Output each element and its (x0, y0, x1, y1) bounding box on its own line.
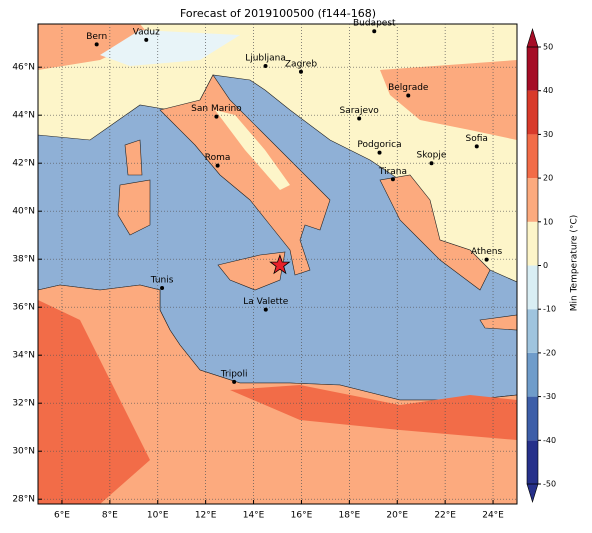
y-tick-label: 46°N (12, 63, 35, 73)
y-tick-label: 44°N (12, 111, 35, 121)
colorbar-segment (527, 440, 538, 484)
colorbar-segment (527, 178, 538, 222)
city-label: Sarajevo (340, 106, 380, 116)
alps-band (38, 24, 150, 70)
colorbar: Min Temperature (°C) -50 -40 -30 -20 -10 0 10 2… (526, 27, 580, 504)
colorbar-tick-label: 50 (543, 43, 553, 52)
colorbar-tick-label: 10 (543, 217, 553, 226)
colorbar-segment (527, 352, 538, 397)
city-label: Roma (205, 153, 231, 163)
map-frame (37, 23, 518, 505)
corsica (124, 139, 143, 176)
colorbar-extend-min (526, 483, 539, 504)
greece-coast (379, 174, 491, 291)
city-label: Belgrade (388, 83, 429, 93)
colorbar-segment (527, 134, 538, 179)
city-dot (298, 69, 303, 74)
y-tick-label: 30°N (12, 447, 35, 457)
colorbar-tick-label: 0 (543, 261, 548, 270)
city-label: Tirana (378, 167, 407, 177)
colorbar-tick-label: -20 (543, 348, 556, 357)
city-label: Sofia (466, 134, 488, 144)
city-dot (372, 29, 377, 34)
x-tick-label: 14°E (243, 511, 265, 521)
sicily (217, 251, 286, 291)
colorbar-tick-label: 30 (543, 130, 553, 139)
y-tick-label: 28°N (12, 495, 35, 505)
city-label: Vaduz (133, 27, 160, 37)
colorbar-extend-max (526, 27, 539, 48)
x-tick-label: 24°E (482, 511, 504, 521)
city-dot (263, 64, 268, 68)
city-label: Bern (86, 32, 107, 42)
alps-snow (100, 30, 240, 66)
city-dot (390, 177, 395, 182)
city-label: Ljubljana (245, 54, 286, 64)
africa-warm (38, 300, 150, 504)
city-label: Tripoli (220, 369, 248, 379)
x-tick-label: 8°E (102, 511, 118, 521)
city-label: Athens (471, 247, 502, 257)
city-dot (215, 163, 220, 168)
y-tick-label: 32°N (12, 399, 35, 409)
city-dot (357, 116, 362, 121)
colorbar-label: Min Temperature (°C) (570, 215, 580, 312)
city-dot (263, 307, 268, 312)
city-dot (484, 257, 489, 262)
y-tick-label: 40°N (12, 207, 35, 217)
x-tick-label: 6°E (54, 511, 70, 521)
city-label: Tunis (150, 276, 174, 286)
x-tick-label: 10°E (147, 511, 169, 521)
city-dot (232, 379, 237, 384)
colorbar-tick-label: -50 (543, 480, 556, 489)
colorbar-tick-label: -40 (543, 436, 556, 445)
city-dot (429, 161, 434, 166)
colorbar-segment (527, 309, 538, 353)
city-label: Zagreb (285, 59, 317, 69)
apennines (215, 110, 290, 190)
x-tick-label: 18°E (339, 511, 361, 521)
italy (159, 74, 331, 276)
map-title: Forecast of 2019100500 (f144-168) (180, 7, 376, 20)
y-tick-label: 42°N (12, 159, 35, 169)
colorbar-tick-label: 20 (543, 174, 553, 183)
y-tick-label: 34°N (12, 351, 35, 361)
city-dot (94, 42, 99, 47)
sardinia (117, 179, 151, 236)
city-label: Skopje (417, 151, 447, 161)
city-label: Podgorica (357, 140, 401, 150)
city-label: Budapest (353, 19, 396, 29)
x-tick-label: 12°E (195, 511, 217, 521)
y-tick-label: 36°N (12, 303, 35, 313)
event-star (269, 253, 291, 275)
city-dot (160, 286, 165, 290)
colorbar-segment (527, 396, 538, 441)
colorbar-tick-label: -30 (543, 392, 556, 401)
balkan-band (380, 60, 517, 140)
city-dot (406, 93, 411, 98)
y-tick-label: 38°N (12, 255, 35, 265)
colorbar-segment (527, 47, 538, 91)
city-dot (474, 144, 479, 149)
x-tick-label: 22°E (434, 511, 456, 521)
city-label: San Marino (191, 104, 242, 114)
city-dot (377, 150, 382, 155)
city-dot (144, 37, 149, 42)
city-dot (214, 114, 219, 119)
x-tick-label: 20°E (386, 511, 408, 521)
colorbar-tick-label: 40 (543, 86, 553, 95)
city-label: La Valette (243, 297, 288, 307)
colorbar-segment (527, 90, 538, 135)
x-tick-label: 16°E (291, 511, 313, 521)
colorbar-segment (527, 265, 538, 310)
colorbar-tick-label: -10 (543, 305, 556, 314)
colorbar-segment (527, 221, 538, 266)
